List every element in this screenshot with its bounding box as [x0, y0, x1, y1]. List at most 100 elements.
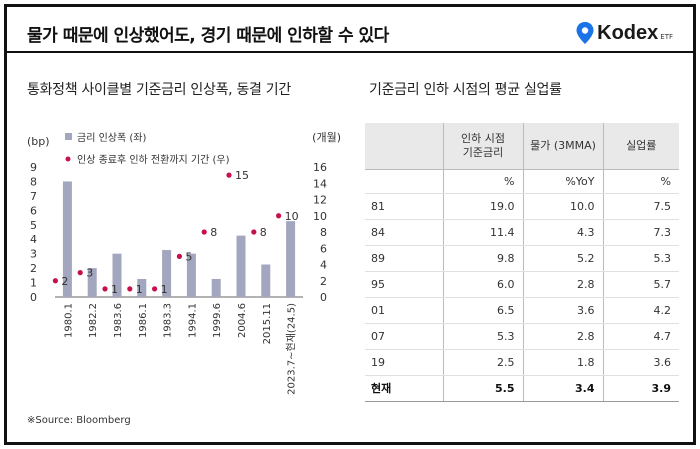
data-point	[176, 253, 182, 259]
table-cell: 95	[365, 271, 443, 298]
table-cell: 19	[365, 349, 443, 376]
data-label: 8	[260, 226, 267, 239]
legend-label-point: 인상 종료후 인하 전환까지 기간 (우)	[77, 153, 230, 166]
legend-label-bar: 금리 인상폭 (좌)	[77, 132, 146, 144]
table-row: 07 5.3 2.8 4.7	[365, 323, 679, 350]
right-tick-label: 6	[320, 242, 327, 255]
bar	[62, 181, 72, 297]
bar	[236, 235, 246, 297]
right-tick-label: 12	[313, 194, 327, 207]
data-label: 8	[210, 226, 217, 239]
x-tick-label: 2023.7~현재(24.5)	[286, 303, 298, 395]
table-cell: 7.3	[602, 219, 679, 246]
left-tick-label: 1	[30, 277, 37, 290]
table-cell: 3.4	[522, 375, 603, 402]
table-cell: 10.0	[522, 193, 603, 220]
right-tick-label: 4	[320, 259, 327, 272]
table-cell: 07	[365, 323, 443, 350]
table-cell: 84	[365, 219, 443, 246]
table-header-row: 인하 시점 기준금리 물가 (3MMA) 실업률	[365, 123, 679, 170]
right-tick-label: 2	[320, 275, 327, 288]
table-cell: 4.3	[522, 219, 603, 246]
header: 물가 때문에 인상했어도, 경기 때문에 인하할 수 있다 Kodex ETF	[7, 7, 693, 57]
table-row: 01 6.5 3.6 4.2	[365, 297, 679, 324]
table-row: 84 11.4 4.3 7.3	[365, 219, 679, 246]
data-label: 10	[285, 210, 299, 223]
data-point	[226, 172, 232, 178]
data-label: 15	[235, 169, 249, 182]
table-cell	[365, 169, 443, 194]
table-cell: 01	[365, 297, 443, 324]
table-row: 89 9.8 5.2 5.3	[365, 245, 679, 272]
data-label: 1	[111, 283, 118, 296]
table-cell: 3.9	[602, 375, 679, 402]
table-cell: 5.2	[522, 245, 603, 272]
location-pin-icon	[576, 22, 594, 44]
legend-swatch-bar	[65, 133, 72, 140]
header-divider	[7, 51, 693, 53]
table-cell: 5.5	[442, 375, 523, 402]
table-cell: %YoY	[522, 169, 603, 194]
bar	[261, 264, 271, 297]
left-tick-label: 4	[30, 233, 37, 246]
legend-swatch-point	[65, 156, 71, 162]
logo-sub: ETF	[660, 33, 673, 41]
table-cell: 3.6	[522, 297, 603, 324]
data-point	[77, 270, 83, 276]
right-tick-label: 10	[313, 210, 327, 223]
table-cell: 6.0	[442, 271, 523, 298]
x-tick-label: 2004.6	[237, 303, 248, 338]
page-title: 물가 때문에 인상했어도, 경기 때문에 인하할 수 있다	[27, 26, 389, 46]
table-header-line: 인하 시점	[461, 131, 505, 145]
table-header-cell: 물가 (3MMA)	[522, 123, 603, 170]
left-tick-label: 5	[30, 219, 37, 232]
x-tick-label: 1982.2	[88, 303, 99, 338]
x-tick-label: 1983.3	[163, 303, 174, 338]
data-label: 1	[161, 283, 168, 296]
table-row: 현재 5.5 3.4 3.9	[365, 375, 679, 402]
table-cell: 현재	[365, 375, 443, 402]
table-cell: 2.8	[522, 271, 603, 298]
data-point	[201, 229, 207, 235]
table-cell: 7.5	[602, 193, 679, 220]
bar	[286, 221, 296, 297]
data-point	[52, 278, 58, 284]
left-tick-label: 2	[30, 262, 37, 275]
table-unit-row: % %YoY%	[365, 169, 679, 194]
table-cell: 11.4	[442, 219, 523, 246]
table-header-cell: 실업률	[602, 123, 679, 170]
x-tick-label: 1986.1	[138, 303, 149, 338]
table-cell: 4.2	[602, 297, 679, 324]
table-header-cell: 인하 시점 기준금리	[442, 123, 523, 170]
x-tick-label: 2015.11	[262, 303, 273, 344]
data-point	[102, 286, 108, 292]
bar	[87, 268, 97, 297]
table-cell: 81	[365, 193, 443, 220]
table-cell: %	[602, 169, 679, 194]
left-tick-label: 9	[30, 161, 37, 174]
left-tick-label: 3	[30, 248, 37, 261]
data-label: 1	[136, 283, 143, 296]
data-point	[152, 286, 158, 292]
data-label: 3	[86, 267, 93, 280]
table-cell: 1.8	[522, 349, 603, 376]
table-cell: 5.3	[602, 245, 679, 272]
table-cell: 4.7	[602, 323, 679, 350]
data-label: 2	[61, 275, 68, 288]
kodex-logo: Kodex ETF	[575, 21, 673, 45]
bar	[186, 253, 196, 297]
table-cell: 5.7	[602, 271, 679, 298]
table-cell: 89	[365, 245, 443, 272]
table-row: 19 2.5 1.8 3.6	[365, 349, 679, 376]
right-tick-label: 8	[320, 226, 327, 239]
left-tick-label: 6	[30, 204, 37, 217]
table-cell: %	[442, 169, 523, 194]
data-label: 5	[185, 250, 192, 263]
right-tick-label: 16	[313, 161, 327, 174]
chart: (bp) (개월) 0 1 2 3 4 5 6 7 8 9 0 2 4 6 8 10 12 14 16 2 3 1 1 1 5 8 15…	[25, 127, 345, 407]
left-tick-label: 8	[30, 175, 37, 188]
right-section-title: 기준금리 인하 시점의 평균 실업률	[369, 82, 562, 98]
table-cell: 6.5	[442, 297, 523, 324]
table-row: 95 6.0 2.8 5.7	[365, 271, 679, 298]
